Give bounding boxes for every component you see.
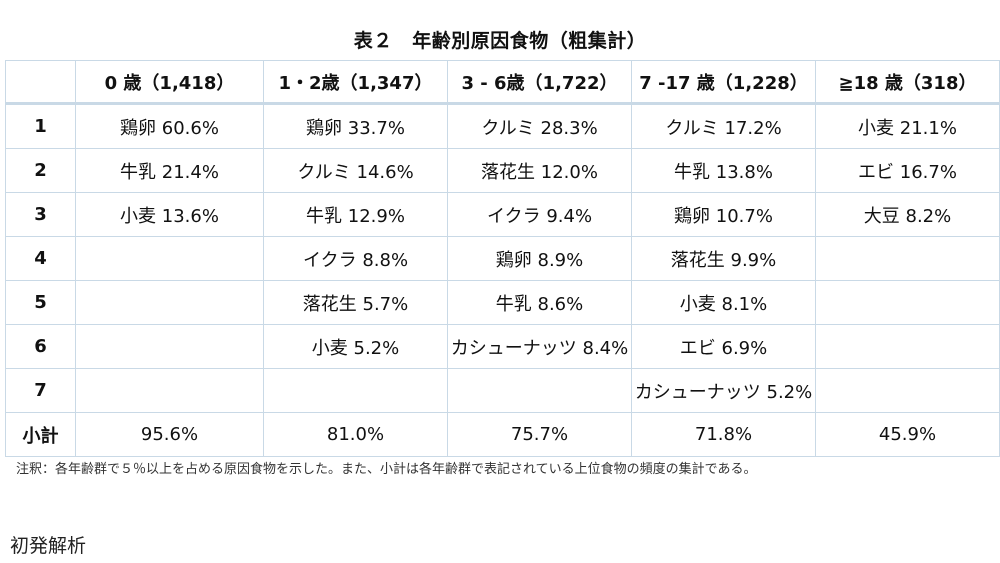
- table-cell: カシューナッツ 5.2%: [631, 368, 816, 413]
- allergy-table: 0 歳（1,418） 1・2歳（1,347） 3 - 6歳（1,722） 7 -…: [5, 60, 1000, 457]
- rank-cell: 3: [5, 192, 76, 237]
- header-cell-blank: [5, 60, 76, 105]
- table-cell: 鶏卵 33.7%: [263, 103, 448, 149]
- table-row: 3 小麦 13.6% 牛乳 12.9% イクラ 9.4% 鶏卵 10.7% 大豆…: [5, 192, 1000, 237]
- table-cell: エビ 6.9%: [631, 324, 816, 369]
- header-cell-age-18-plus: ≧18 歳（318）: [815, 60, 1000, 105]
- table-cell: 牛乳 13.8%: [631, 148, 816, 193]
- table-cell: イクラ 8.8%: [263, 236, 448, 281]
- table-row: 5 落花生 5.7% 牛乳 8.6% 小麦 8.1%: [5, 280, 1000, 325]
- table-row: 4 イクラ 8.8% 鶏卵 8.9% 落花生 9.9%: [5, 236, 1000, 281]
- subtotal-cell: 81.0%: [263, 412, 448, 457]
- table-row: 6 小麦 5.2% カシューナッツ 8.4% エビ 6.9%: [5, 324, 1000, 369]
- table-cell: 小麦 5.2%: [263, 324, 448, 369]
- subtotal-cell: 95.6%: [75, 412, 264, 457]
- table-cell: 牛乳 8.6%: [447, 280, 632, 325]
- table-cell: クルミ 14.6%: [263, 148, 448, 193]
- table-row: 2 牛乳 21.4% クルミ 14.6% 落花生 12.0% 牛乳 13.8% …: [5, 148, 1000, 193]
- table-cell: 鶏卵 8.9%: [447, 236, 632, 281]
- rank-cell: 4: [5, 236, 76, 281]
- table-cell: 落花生 9.9%: [631, 236, 816, 281]
- table-row: 7 カシューナッツ 5.2%: [5, 368, 1000, 413]
- subtotal-cell: 71.8%: [631, 412, 816, 457]
- table-cell: [447, 368, 632, 413]
- table-cell: クルミ 17.2%: [631, 103, 816, 149]
- table-note: 注釈：各年齢群で５％以上を占める原因食物を示した。また、小計は各年齢群で表記され…: [16, 462, 757, 477]
- table-cell: [815, 236, 1000, 281]
- table-cell: 落花生 5.7%: [263, 280, 448, 325]
- rank-cell: 6: [5, 324, 76, 369]
- table-cell: [75, 368, 264, 413]
- table-cell: 牛乳 21.4%: [75, 148, 264, 193]
- rank-cell: 1: [5, 103, 76, 149]
- table-cell: 鶏卵 10.7%: [631, 192, 816, 237]
- table-cell: [815, 280, 1000, 325]
- table-row: 1 鶏卵 60.6% 鶏卵 33.7% クルミ 28.3% クルミ 17.2% …: [5, 103, 1000, 149]
- table-cell: [75, 324, 264, 369]
- table-cell: [75, 280, 264, 325]
- rank-cell: 2: [5, 148, 76, 193]
- header-cell-age-0: 0 歳（1,418）: [75, 60, 264, 105]
- subtotal-label: 小計: [5, 412, 76, 457]
- table-cell: クルミ 28.3%: [447, 103, 632, 149]
- table-cell: 牛乳 12.9%: [263, 192, 448, 237]
- rank-cell: 5: [5, 280, 76, 325]
- header-cell-age-7-17: 7 -17 歳（1,228）: [631, 60, 816, 105]
- table-cell: 小麦 13.6%: [75, 192, 264, 237]
- header-row: 0 歳（1,418） 1・2歳（1,347） 3 - 6歳（1,722） 7 -…: [5, 60, 1000, 105]
- table-cell: 鶏卵 60.6%: [75, 103, 264, 149]
- subtotal-row: 小計 95.6% 81.0% 75.7% 71.8% 45.9%: [5, 412, 1000, 457]
- table-title: 表２ 年齢別原因食物（粗集計）: [353, 30, 647, 52]
- table-cell: イクラ 9.4%: [447, 192, 632, 237]
- rank-cell: 7: [5, 368, 76, 413]
- footer-caption: 初発解析: [10, 535, 87, 557]
- table-cell: [75, 236, 264, 281]
- subtotal-cell: 45.9%: [815, 412, 1000, 457]
- table-cell: 落花生 12.0%: [447, 148, 632, 193]
- table-cell: 大豆 8.2%: [815, 192, 1000, 237]
- table-cell: [263, 368, 448, 413]
- table-cell: エビ 16.7%: [815, 148, 1000, 193]
- header-cell-age-3-6: 3 - 6歳（1,722）: [447, 60, 632, 105]
- subtotal-cell: 75.7%: [447, 412, 632, 457]
- table-cell: [815, 324, 1000, 369]
- table-cell: 小麦 8.1%: [631, 280, 816, 325]
- table-cell: カシューナッツ 8.4%: [447, 324, 632, 369]
- header-cell-age-1-2: 1・2歳（1,347）: [263, 60, 448, 105]
- table-cell: [815, 368, 1000, 413]
- table-cell: 小麦 21.1%: [815, 103, 1000, 149]
